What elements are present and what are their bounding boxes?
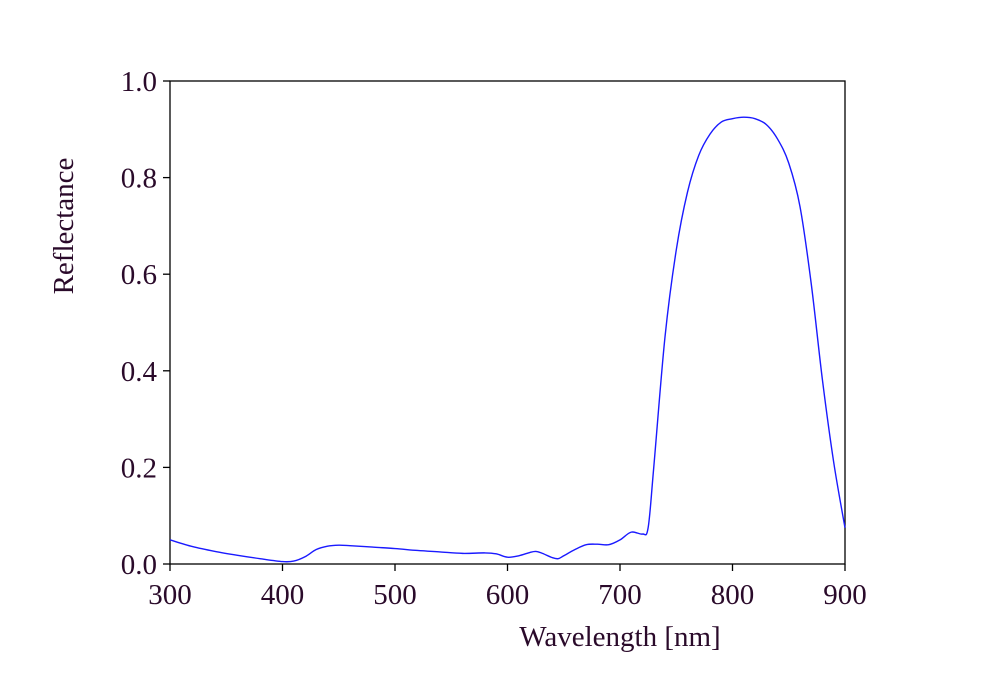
- y-tick-label: 0.2: [121, 452, 157, 484]
- series-layer: [169, 116, 846, 563]
- x-axis: 300 400 500 600 700 800 900: [148, 564, 867, 611]
- x-tick-label: 600: [486, 579, 530, 611]
- y-tick-label: 1.0: [121, 66, 157, 98]
- x-tick-label: 800: [711, 579, 755, 611]
- x-axis-label: Wavelength [nm]: [519, 621, 720, 653]
- x-tick-label: 300: [148, 579, 192, 611]
- y-tick-label: 0.4: [121, 356, 158, 388]
- plot-frame: [169, 80, 846, 565]
- plot-area-border: [169, 80, 846, 565]
- y-axis: 0.0 0.2 0.4 0.6 0.8 1.0: [121, 66, 170, 581]
- y-tick-label: 0.8: [121, 163, 157, 195]
- x-tick-label: 900: [823, 579, 867, 611]
- y-tick-label: 0.0: [121, 549, 157, 581]
- x-tick-label: 700: [598, 579, 642, 611]
- x-tick-label: 400: [261, 579, 305, 611]
- y-axis-label: Reflectance: [48, 158, 80, 295]
- y-tick-label: 0.6: [121, 259, 157, 291]
- reflectance-series-line: [169, 116, 846, 563]
- x-tick-label: 500: [373, 579, 417, 611]
